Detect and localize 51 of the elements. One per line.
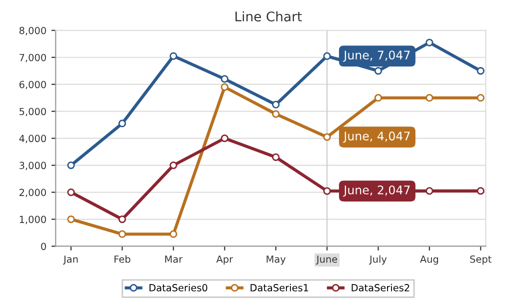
chart-title: Line Chart (236, 11, 302, 22)
y-tick-label: 2,000 (20, 188, 46, 198)
point (272, 153, 280, 162)
point (67, 188, 75, 196)
x-tick-label: Aug (420, 256, 438, 265)
y-tick-label: 5,000 (20, 108, 46, 116)
point (476, 67, 484, 75)
point (170, 230, 178, 238)
point (118, 120, 126, 128)
point (118, 230, 126, 238)
point (220, 75, 228, 83)
point (220, 83, 228, 91)
point (374, 94, 382, 102)
legend-label: DataSeries0 (150, 284, 208, 292)
y-tick-label: 4,000 (19, 134, 46, 144)
x-tick-label: Mar (165, 256, 183, 263)
y-tick-label: 0 (41, 242, 46, 250)
point (323, 187, 331, 195)
y-tick-label: 1,000 (20, 216, 46, 224)
x-tick-label: Feb (114, 255, 130, 263)
annotation: June, 2,047 (343, 186, 410, 197)
point (426, 94, 434, 102)
point (323, 52, 331, 60)
y-tick-label: 7,000 (20, 54, 46, 62)
x-tick-label: June (316, 256, 338, 265)
point (323, 133, 331, 141)
x-tick-label: Sept (470, 255, 492, 265)
point (170, 52, 178, 60)
point (426, 38, 434, 46)
annotation: June, 7,047 (343, 50, 410, 62)
point (476, 187, 484, 195)
legend-label: DataSeries2 (352, 284, 410, 292)
point (220, 134, 228, 142)
x-tick-label: July (368, 255, 387, 265)
x-tick-label: Jan (63, 256, 78, 265)
point (67, 215, 75, 224)
point (118, 215, 126, 224)
x-tick-label: May (266, 256, 286, 265)
y-tick-label: 6,000 (19, 80, 46, 90)
point (272, 100, 280, 108)
annotation: June, 4,047 (343, 132, 410, 143)
point (374, 67, 382, 75)
point (476, 94, 484, 102)
point (426, 187, 434, 195)
y-tick-label: 8,000 (19, 26, 46, 36)
point (67, 161, 75, 170)
x-tick-label: Apr (216, 256, 234, 265)
point (272, 110, 280, 118)
legend-label: DataSeries1 (250, 284, 308, 292)
y-tick-label: 3,000 (20, 162, 46, 170)
point (170, 161, 178, 170)
